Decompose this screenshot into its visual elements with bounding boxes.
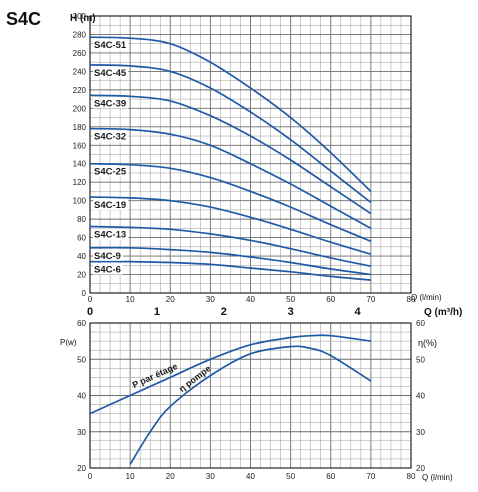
power-efficiency-plot: 20 30 40 50 60 20 30 40 50 60 0 10 20 30 40 50 60 70 80 P …: [77, 319, 425, 481]
head-y-tick-label: 160: [73, 141, 87, 150]
head-y-tick-label: 40: [77, 252, 86, 261]
head-y-tick-label: 20: [77, 271, 86, 280]
efficiency-y-tick-label: 60: [416, 319, 425, 328]
bottom-flow-x-tick-label: 20: [166, 472, 175, 481]
flow-x-tick-label: 10: [126, 295, 135, 304]
head-y-tick-label: 220: [73, 86, 87, 95]
head-label-backdrop: [93, 263, 123, 275]
bottom-flow-axis-title: Q (l/min): [422, 473, 453, 482]
head-label-backdrop: [93, 198, 129, 210]
head-series-group: [89, 36, 372, 281]
head-series-labels: S4C-51 S4C-45 S4C-39 S4C-32 S4C-25 S4C-19 S4C-…: [93, 39, 129, 276]
efficiency-axis-title: η(%): [418, 338, 437, 348]
power-y-tick-label: 20: [77, 464, 86, 473]
flow-x-tick-label: 20: [166, 295, 175, 304]
power-y-tick-label: 30: [77, 428, 86, 437]
head-curve-label: S4C-39: [94, 98, 126, 109]
bottom-flow-x-tick-label: 80: [407, 472, 416, 481]
bottom-flow-x-tick-label: 60: [326, 472, 335, 481]
head-y-tick-label: 120: [73, 178, 87, 187]
head-curve-label: S4C-45: [94, 68, 127, 79]
flow-x-tick-label: 0: [88, 295, 93, 304]
flow-x-tick-label: 70: [366, 295, 375, 304]
flow-m3h-tick-label: 0: [87, 306, 93, 318]
bottom-flow-x-tick-label: 40: [246, 472, 255, 481]
power-y-tick-label: 40: [77, 392, 86, 401]
head-label-backdrop: [93, 130, 129, 142]
bottom-flow-x-tick-label: 70: [366, 472, 375, 481]
head-y-tick-label: 0: [82, 289, 87, 298]
bottom-flow-x-tick-label: 50: [286, 472, 295, 481]
head-label-backdrop: [93, 97, 129, 109]
efficiency-y-tick-label: 20: [416, 464, 425, 473]
power-axes: 20 30 40 50 60 20 30 40 50 60 0 10 20 30 40 50 60 70 80: [77, 319, 425, 481]
bottom-flow-x-tick-label: 30: [206, 472, 215, 481]
efficiency-curve-label: η pompe: [177, 363, 213, 394]
head-y-tick-label: 200: [73, 104, 87, 113]
head-y-tick-label: 240: [73, 67, 87, 76]
bottom-flow-x-tick-label: 0: [88, 472, 93, 481]
head-curve-label: S4C-32: [94, 132, 126, 143]
head-plot-frame: [89, 15, 412, 294]
head-axes: 0204060801001201401601802002202402602803…: [73, 12, 416, 304]
head-axis-title: H (m): [70, 13, 96, 24]
efficiency-curve: [129, 345, 372, 465]
flow-m3h-tick-label: 3: [288, 306, 294, 318]
head-curve-s4c-13: [89, 225, 372, 268]
head-y-tick-label: 280: [73, 30, 87, 39]
head-curve-label: S4C-9: [94, 251, 121, 262]
head-curve-label: S4C-13: [94, 230, 126, 241]
flow-x-tick-label: 30: [206, 295, 215, 304]
head-label-backdrop: [93, 66, 129, 78]
head-curve-s4c-32: [89, 127, 372, 230]
head-curve-label: S4C-6: [94, 265, 121, 276]
flow-x-tick-label: 50: [286, 295, 295, 304]
head-curve-label: S4C-25: [94, 167, 127, 178]
power-axis-title: P(w): [60, 338, 77, 347]
head-y-tick-label: 100: [73, 197, 87, 206]
head-y-tick-label: 140: [73, 160, 87, 169]
head-y-tick-label: 80: [77, 215, 86, 224]
head-curve-s4c-51: [89, 36, 372, 193]
flow-m3h-axis-title: Q (m³/h): [424, 307, 462, 318]
flow-m3h-ticks: 0 1 2 3 4: [87, 306, 362, 318]
head-label-backdrop: [93, 228, 129, 240]
power-curve: [89, 334, 372, 415]
head-y-tick-label: 180: [73, 123, 87, 132]
head-curve-s4c-9: [89, 246, 372, 276]
efficiency-y-tick-label: 30: [416, 428, 425, 437]
flow-x-tick-label: 40: [246, 295, 255, 304]
head-curve-s4c-6: [89, 260, 371, 281]
flow-x-tick-label: 60: [326, 295, 335, 304]
head-curve-s4c-45: [89, 64, 372, 204]
head-y-tick-label: 300: [73, 12, 87, 21]
flow-m3h-tick-label: 4: [354, 306, 361, 318]
head-label-backdrop: [93, 39, 129, 51]
flow-m3h-tick-label: 1: [154, 306, 160, 318]
head-y-tick-label: 260: [73, 49, 87, 58]
power-series-group: [89, 334, 372, 465]
chart-title: S4C: [6, 9, 41, 29]
flow-x-tick-label: 80: [407, 295, 416, 304]
head-curve-s4c-25: [89, 162, 372, 243]
power-y-tick-label: 50: [77, 355, 86, 364]
head-curves-plot: 0204060801001201401601802002202402602803…: [73, 12, 416, 304]
head-curve-s4c-19: [89, 196, 372, 256]
head-y-tick-label: 60: [77, 234, 86, 243]
head-curve-label: S4C-51: [94, 40, 127, 51]
power-plot-frame: [89, 322, 412, 469]
flow-m3h-tick-label: 2: [221, 306, 227, 318]
power-y-tick-label: 60: [77, 319, 86, 328]
flow-axis-title: Q (l/min): [411, 293, 442, 302]
efficiency-y-tick-label: 50: [416, 355, 425, 364]
efficiency-y-tick-label: 40: [416, 392, 425, 401]
head-label-backdrop: [93, 165, 129, 177]
bottom-flow-x-tick-label: 10: [126, 472, 135, 481]
head-curve-label: S4C-19: [94, 200, 126, 211]
head-label-backdrop: [93, 249, 123, 261]
head-curve-s4c-39: [89, 94, 372, 215]
power-curve-label: P par étage: [131, 361, 179, 390]
